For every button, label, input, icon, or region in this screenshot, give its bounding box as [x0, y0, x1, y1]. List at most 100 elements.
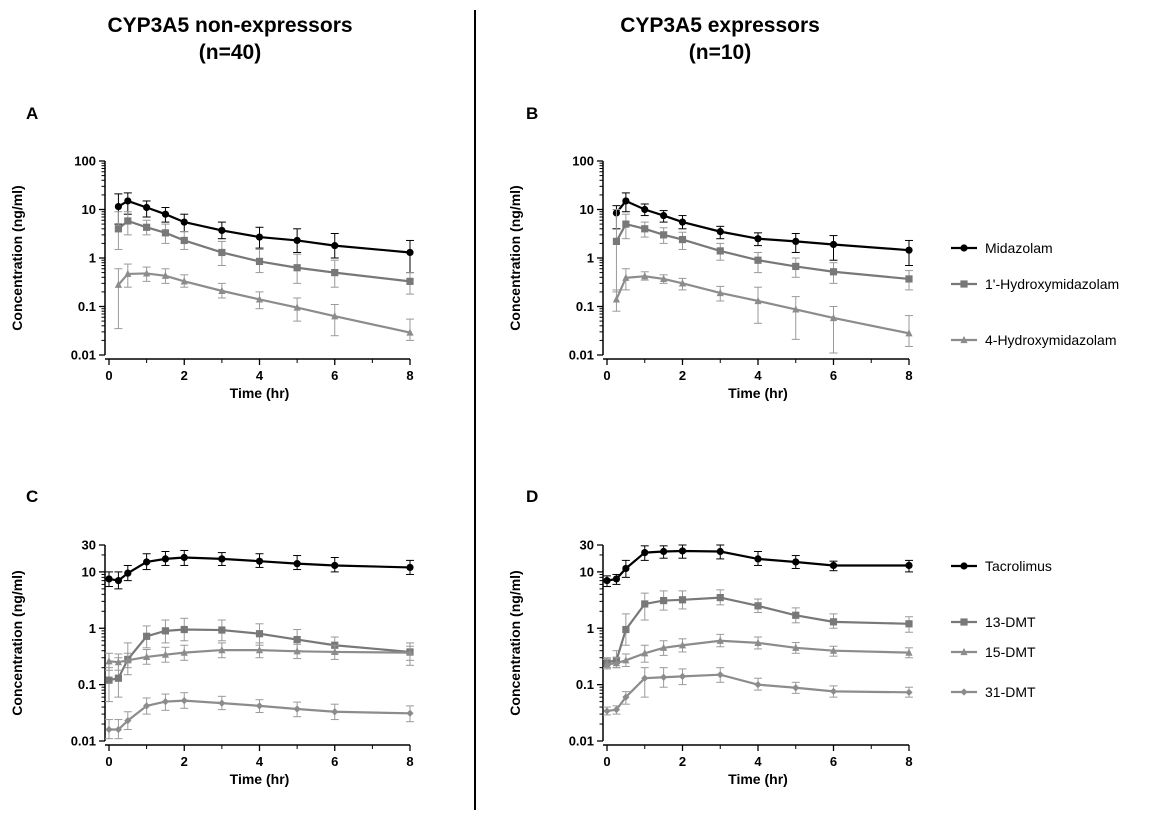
legend-item: 4-Hydroxymidazolam	[951, 332, 1116, 348]
data-point	[143, 269, 151, 277]
data-point	[218, 248, 226, 257]
data-point	[114, 280, 123, 288]
data-point	[678, 218, 687, 226]
data-point	[622, 273, 630, 281]
x-tick-label: 4	[754, 754, 762, 769]
data-point	[161, 271, 170, 279]
x-axis-title: Time (hr)	[728, 385, 788, 401]
legend-item: 1'-Hydroxymidazolam	[951, 276, 1119, 292]
x-tick-label: 4	[256, 368, 264, 383]
x-tick-label: 0	[603, 368, 610, 383]
legend-marker	[960, 688, 968, 696]
series-midazolam	[114, 192, 414, 274]
x-tick-label: 2	[181, 368, 188, 383]
data-point	[792, 558, 800, 566]
data-point	[660, 643, 668, 651]
data-point	[180, 648, 188, 656]
data-point	[255, 233, 264, 241]
column-divider	[474, 10, 476, 810]
data-point	[114, 725, 123, 734]
y-tick-label: 10	[82, 202, 96, 217]
x-tick-label: 8	[905, 368, 912, 383]
x-tick-label: 2	[181, 754, 188, 769]
data-point	[331, 647, 339, 656]
data-point	[105, 575, 113, 583]
panel-label: C	[26, 487, 38, 506]
data-point	[124, 197, 132, 205]
data-point	[622, 220, 630, 228]
data-point	[180, 236, 188, 245]
data-point	[180, 697, 188, 705]
y-tick-label: 1	[89, 621, 96, 636]
data-point	[905, 329, 913, 337]
data-point	[105, 657, 113, 665]
x-tick-label: 2	[679, 754, 686, 769]
series-31-dmt	[105, 692, 414, 740]
panel-label: B	[526, 104, 538, 123]
data-point	[218, 555, 226, 563]
data-point	[218, 645, 226, 654]
data-point	[829, 313, 838, 322]
x-tick-label: 8	[406, 754, 413, 769]
series-4-hydroxymidazolam	[612, 268, 913, 354]
column-subtitle-line: (n=40)	[198, 41, 262, 64]
data-point	[331, 268, 339, 277]
y-tick-label: 30	[82, 538, 96, 553]
data-point	[716, 636, 724, 644]
legend-marker	[960, 562, 968, 570]
data-point	[754, 602, 762, 610]
data-point	[716, 228, 724, 236]
data-point	[143, 702, 151, 710]
x-tick-label: 6	[830, 368, 837, 383]
data-point	[143, 203, 151, 212]
x-tick-label: 2	[679, 368, 686, 383]
data-point	[161, 650, 170, 658]
y-tick-label: 30	[580, 538, 594, 553]
y-tick-label: 0.01	[71, 348, 96, 363]
data-point	[678, 641, 687, 649]
x-tick-label: 6	[830, 754, 837, 769]
legend-label: 13-DMT	[985, 614, 1036, 630]
data-point	[678, 235, 687, 244]
x-tick-label: 4	[754, 368, 762, 383]
y-tick-label: 10	[82, 564, 96, 579]
x-tick-label: 4	[256, 754, 264, 769]
data-point	[255, 702, 264, 710]
column-title-non-expressors: CYP3A5 non-expressors (n=40)	[20, 12, 440, 66]
data-point	[255, 295, 264, 303]
data-point	[124, 217, 132, 225]
data-point	[641, 548, 649, 557]
legend: Tacrolimus 13-DMT 15-DMT 31-DMT	[951, 558, 1052, 700]
data-point	[124, 656, 132, 664]
legend-marker	[960, 280, 968, 288]
data-point	[143, 223, 151, 231]
data-point	[641, 600, 649, 608]
data-point	[406, 563, 414, 572]
data-point	[905, 648, 913, 656]
data-point	[180, 277, 188, 285]
data-point	[180, 218, 188, 226]
data-point	[792, 237, 800, 245]
data-point	[660, 274, 668, 283]
data-point	[105, 676, 113, 684]
y-tick-label: 1	[587, 251, 594, 266]
data-point	[622, 693, 630, 701]
legend-label: Midazolam	[985, 240, 1053, 256]
data-point	[255, 630, 264, 638]
data-point	[331, 242, 339, 250]
data-point	[792, 262, 800, 271]
panel-c: C 0.01 0.1 1 10 30 0 2 4 6 8 Time (hr) Concentration…	[9, 487, 414, 787]
y-axis-title: Concentration (ng/ml)	[9, 570, 25, 715]
legend-marker	[960, 647, 968, 656]
data-point	[678, 547, 687, 555]
data-point	[754, 555, 762, 563]
panel-d: D 0.01 0.1 1 10 30 0 2 4 6 8 Time (hr) Concentration…	[507, 487, 1052, 787]
x-tick-label: 6	[331, 754, 338, 769]
data-point	[406, 248, 414, 257]
series-line	[615, 275, 910, 335]
series-line	[615, 222, 910, 281]
data-point	[660, 547, 668, 556]
data-point	[331, 312, 339, 320]
legend-label: Tacrolimus	[985, 558, 1052, 574]
data-point	[218, 286, 226, 294]
